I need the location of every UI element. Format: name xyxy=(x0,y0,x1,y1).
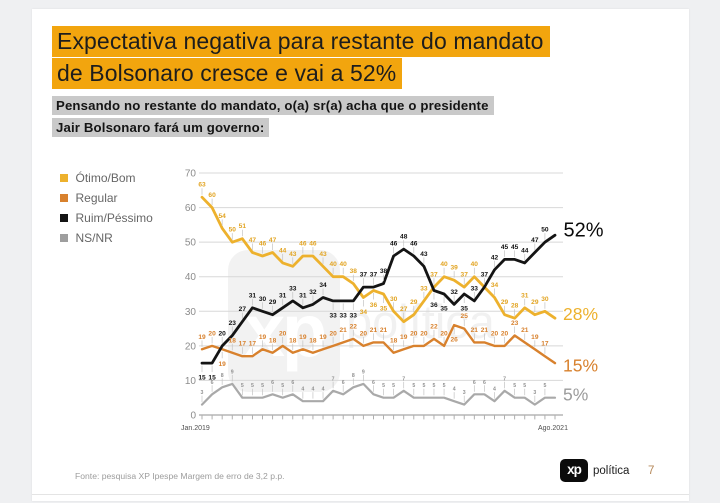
legend-swatch-ruim-pessimo xyxy=(60,214,68,222)
xp-logo: xp xyxy=(560,459,588,482)
footer-source-text: Fonte: pesquisa XP Ipespe Margem de erro… xyxy=(75,471,285,481)
legend-swatch-ns-nr xyxy=(60,234,68,242)
slide-title-line-1: Expectativa negativa para restante do ma… xyxy=(52,26,550,57)
page-number: 7 xyxy=(648,465,655,477)
legend-item-ns-nr: NS/NR xyxy=(60,228,153,248)
slide-subtitle-line-2: Jair Bolsonaro fará um governo: xyxy=(52,117,270,137)
chart-legend: Ótimo/Bom Regular Ruim/Péssimo NS/NR xyxy=(60,168,153,248)
footer-brand-text: política xyxy=(593,465,630,477)
legend-label-ruim-pessimo: Ruim/Péssimo xyxy=(75,211,153,225)
slide-subtitle-line-1: Pensando no restante do mandato, o(a) sr… xyxy=(52,96,494,115)
legend-label-regular: Regular xyxy=(75,191,118,205)
legend-swatch-otimo-bom xyxy=(60,174,68,182)
legend-item-regular: Regular xyxy=(60,188,153,208)
legend-label-otimo-bom: Ótimo/Bom xyxy=(75,171,136,185)
legend-item-otimo-bom: Ótimo/Bom xyxy=(60,168,153,188)
legend-label-ns-nr: NS/NR xyxy=(75,231,113,245)
legend-swatch-regular xyxy=(60,194,68,202)
footer-divider xyxy=(32,494,689,495)
slide: Expectativa negativa para restante do ma… xyxy=(32,9,689,501)
legend-item-ruim-pessimo: Ruim/Péssimo xyxy=(60,208,153,228)
slide-title-line-2: de Bolsonaro cresce e vai a 52% xyxy=(52,57,403,89)
